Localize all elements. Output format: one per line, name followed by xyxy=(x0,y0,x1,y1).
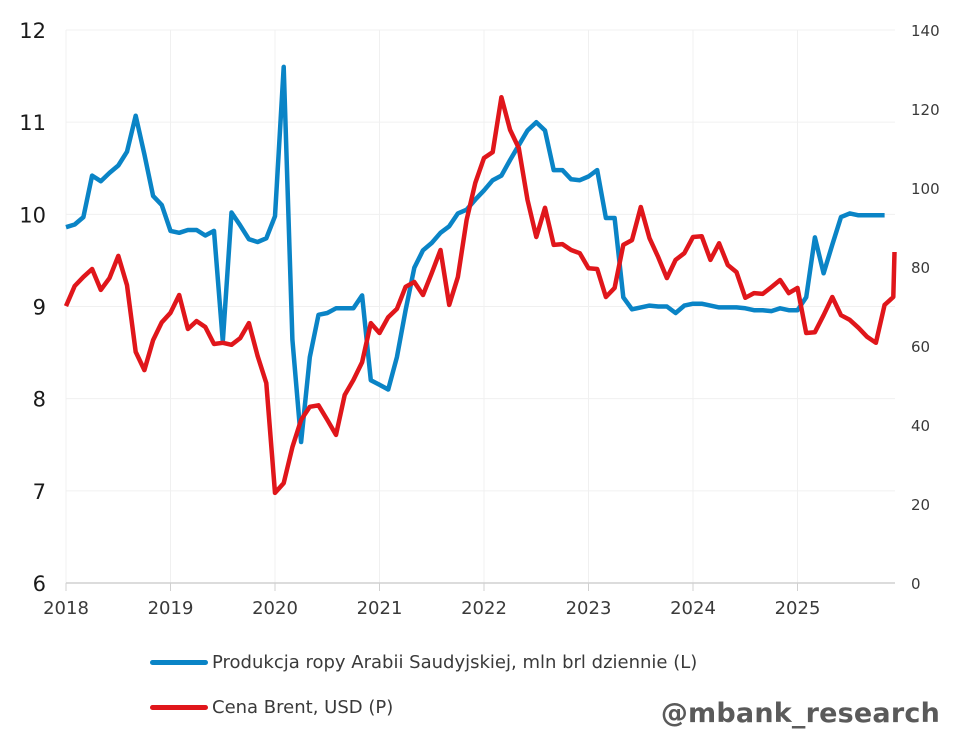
y-right-tick-label: 140 xyxy=(911,22,940,40)
y-right-tick-label: 120 xyxy=(911,101,940,119)
y-left-tick-label: 7 xyxy=(33,480,46,504)
y-left-tick-label: 9 xyxy=(33,296,46,320)
watermark: @mbank_research xyxy=(660,698,940,729)
legend-item-saudi-production: Produkcja ropy Arabii Saudyjskiej, mln b… xyxy=(150,652,697,673)
x-tick-label: 2020 xyxy=(252,598,298,619)
y-right-tick-label: 100 xyxy=(911,180,940,198)
y-axis-left: 6 7 8 9 10 11 12 xyxy=(19,19,46,596)
y-right-tick-label: 80 xyxy=(911,259,930,277)
x-tick-label: 2024 xyxy=(670,598,716,619)
legend-label-saudi-production: Produkcja ropy Arabii Saudyjskiej, mln b… xyxy=(212,652,698,673)
x-tick-label: 2025 xyxy=(775,598,821,619)
x-tick-label: 2018 xyxy=(43,598,89,619)
x-tick-label: 2021 xyxy=(357,598,403,619)
y-left-tick-label: 11 xyxy=(19,111,46,135)
y-left-tick-label: 10 xyxy=(19,203,46,227)
legend-swatch-blue xyxy=(150,660,208,665)
series-line-saudi-production xyxy=(65,64,885,445)
legend-swatch-red xyxy=(150,705,208,710)
x-tick-label: 2023 xyxy=(566,598,612,619)
y-left-tick-label: 12 xyxy=(19,19,46,43)
legend-item-brent: Cena Brent, USD (P) xyxy=(150,697,393,718)
x-tick-label: 2022 xyxy=(461,598,507,619)
x-axis: 2018 2019 2020 2021 2022 2023 2024 2025 xyxy=(43,598,820,619)
y-right-tick-label: 0 xyxy=(911,575,921,593)
y-axis-right: 0 20 40 60 80 100 120 140 xyxy=(911,22,940,593)
axes xyxy=(65,582,895,591)
series-lines xyxy=(63,64,897,496)
y-left-tick-label: 8 xyxy=(33,388,46,412)
gridlines xyxy=(65,29,895,583)
y-right-tick-label: 40 xyxy=(911,417,930,435)
x-tick-label: 2019 xyxy=(148,598,194,619)
legend-label-brent: Cena Brent, USD (P) xyxy=(212,697,394,718)
y-right-tick-label: 60 xyxy=(911,338,930,356)
series-line-brent xyxy=(63,94,897,496)
y-right-tick-label: 20 xyxy=(911,496,930,514)
y-left-tick-label: 6 xyxy=(33,572,46,596)
